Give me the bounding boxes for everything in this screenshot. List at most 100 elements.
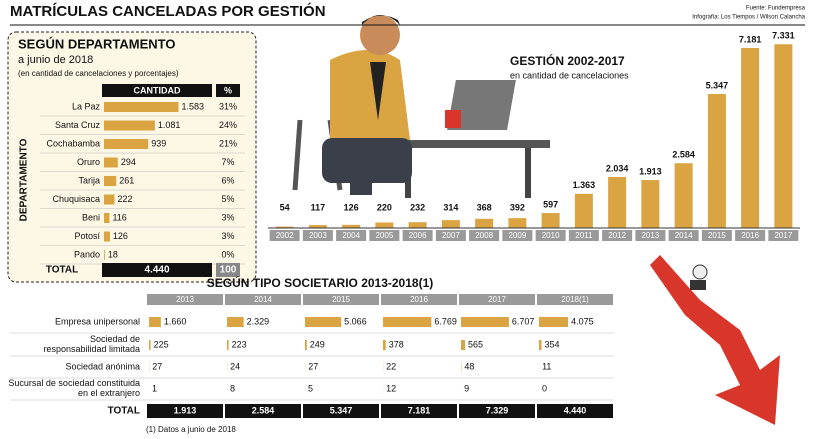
value-label: 1.913	[639, 166, 662, 176]
x-tick-label: 2005	[375, 231, 393, 240]
bar	[104, 121, 155, 131]
value-label: 6.769	[434, 316, 457, 326]
bar	[508, 218, 526, 228]
category-label: Chuquisaca	[52, 194, 100, 204]
percent-label: 31%	[219, 101, 237, 111]
row-label: Empresa unipersonal	[55, 316, 140, 326]
x-tick-label: 2009	[508, 231, 526, 240]
percent-label: 3%	[221, 231, 234, 241]
x-tick-label: 2015	[708, 231, 726, 240]
bar	[375, 222, 393, 228]
bar	[383, 317, 431, 327]
x-tick-label: 2002	[276, 231, 294, 240]
value-label: 11	[542, 361, 551, 371]
panel-note: (en cantidad de cancelaciones y porcenta…	[18, 69, 179, 78]
bar	[475, 219, 493, 228]
bar	[149, 317, 161, 327]
x-tick-label: 2007	[442, 231, 460, 240]
percent-label: 7%	[221, 157, 234, 167]
bar	[641, 180, 659, 228]
row-label: Sociedad anónima	[65, 361, 140, 371]
bar	[104, 195, 114, 205]
bar	[461, 317, 509, 327]
value-label: 939	[151, 138, 166, 148]
bar	[539, 317, 568, 327]
category-label: Potosí	[74, 231, 100, 241]
total-label: TOTAL	[46, 265, 78, 276]
value-label: 261	[119, 175, 134, 185]
total-value: 4.440	[564, 405, 587, 415]
column-header: CANTIDAD	[134, 85, 181, 95]
value-label: 249	[310, 339, 325, 349]
percent-label: 3%	[221, 212, 234, 222]
value-label: 1.583	[181, 101, 204, 111]
x-tick-label: 2006	[409, 231, 427, 240]
value-label: 314	[443, 202, 458, 212]
category-label: Pando	[74, 249, 100, 259]
illustration	[295, 15, 550, 198]
total-label: TOTAL	[108, 406, 140, 417]
column-header: 2013	[176, 295, 194, 304]
value-label: 48	[464, 361, 474, 371]
value-label: 0	[542, 383, 547, 393]
bar	[383, 340, 386, 350]
bar	[227, 340, 229, 350]
value-label: 5.347	[706, 80, 729, 90]
percent-label: 0%	[221, 249, 234, 259]
category-label: Oruro	[77, 157, 100, 167]
percent-label: 24%	[219, 120, 237, 130]
category-label: Cochabamba	[46, 138, 100, 148]
bar	[104, 139, 148, 149]
value-label: 126	[113, 231, 128, 241]
column-header: 2015	[332, 295, 350, 304]
percent-label: 5%	[221, 194, 234, 204]
value-label: 294	[121, 157, 136, 167]
bar	[104, 232, 110, 242]
category-label: La Paz	[72, 101, 101, 111]
category-label: Santa Cruz	[55, 120, 101, 130]
value-label: 27	[308, 361, 318, 371]
value-label: 117	[311, 202, 326, 212]
panel-subtitle: en cantidad de cancelaciones	[510, 70, 629, 80]
bar	[575, 194, 593, 228]
bar	[708, 94, 726, 228]
axis-label: DEPARTAMENTO	[19, 138, 30, 221]
value-label: 565	[468, 339, 483, 349]
bar	[461, 340, 465, 350]
bar	[104, 158, 118, 168]
bar	[104, 102, 178, 112]
value-label: 5	[308, 383, 313, 393]
x-tick-label: 2011	[575, 231, 593, 240]
value-label: 2.329	[247, 316, 270, 326]
category-label: Tarija	[78, 175, 100, 185]
total-value: 5.347	[330, 405, 353, 415]
panel-title: SEGÚN TIPO SOCIETARIO 2013-2018(1)	[207, 275, 434, 290]
value-label: 225	[154, 339, 169, 349]
value-label: 54	[280, 202, 290, 212]
value-label: 223	[232, 339, 247, 349]
panel-subtitle: a junio de 2018	[18, 54, 93, 66]
bar	[539, 340, 542, 350]
bar	[608, 177, 626, 228]
value-label: 4.075	[571, 316, 594, 326]
total-value: 7.181	[408, 405, 431, 415]
bar	[675, 163, 693, 228]
total-percent: 100	[220, 265, 237, 276]
value-label: 24	[230, 361, 240, 371]
value-label: 1.081	[158, 120, 181, 130]
infographic: MATRÍCULAS CANCELADAS POR GESTIÓN Fuente…	[0, 0, 815, 439]
x-tick-label: 2016	[741, 231, 759, 240]
bar	[305, 317, 341, 327]
panel-title: SEGÚN DEPARTAMENTO	[18, 36, 175, 51]
column-header: 2017	[488, 295, 506, 304]
value-label: 392	[510, 202, 525, 212]
x-tick-label: 2008	[475, 231, 493, 240]
x-tick-label: 2014	[675, 231, 693, 240]
value-label: 354	[545, 339, 560, 349]
value-label: 116	[112, 212, 126, 222]
value-label: 1.363	[573, 180, 596, 190]
value-label: 27	[152, 361, 162, 371]
bar	[227, 317, 244, 327]
value-label: 597	[543, 199, 558, 209]
